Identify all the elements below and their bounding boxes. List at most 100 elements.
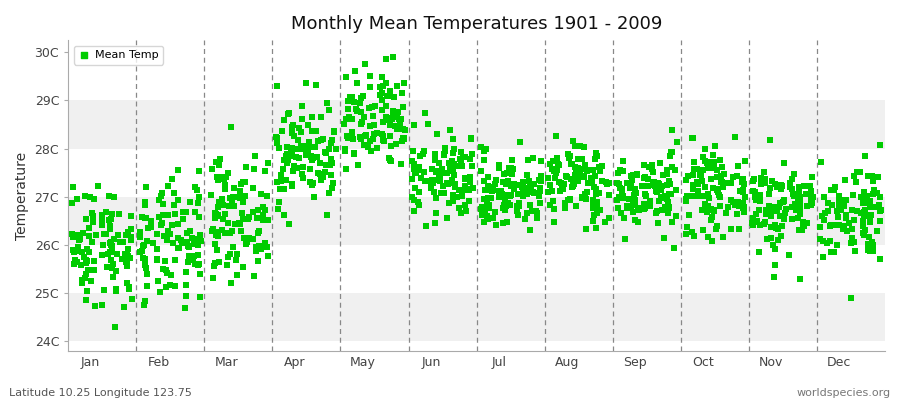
Point [104,223,118,229]
Point [825,202,840,208]
Point [698,203,713,209]
Point [338,165,353,172]
Point [238,240,253,247]
Point [192,213,206,220]
Point [512,202,526,209]
Point [176,216,190,222]
Point [79,297,94,304]
Point [658,203,672,210]
Point [353,134,367,140]
Point [383,122,398,128]
Point [788,207,803,214]
Point [453,155,467,162]
Point [792,188,806,194]
Point [520,191,535,197]
Point [725,174,740,180]
Point [309,128,323,134]
Point [150,246,165,252]
Point [611,170,625,176]
Point [227,203,241,210]
Point [69,248,84,254]
Point [294,103,309,109]
Point [170,196,184,203]
Point [785,204,799,210]
Point [133,229,148,236]
Point [178,269,193,275]
Point [680,173,695,180]
Point [174,237,188,243]
Point [616,168,630,174]
Point [133,234,148,240]
Point [627,196,642,203]
Point [478,186,492,193]
Point [149,230,164,237]
Point [315,174,329,180]
Point [447,172,462,178]
Point [662,153,677,159]
Point [364,138,378,145]
Point [814,224,828,230]
Point [345,116,359,122]
Point [638,191,652,197]
Point [632,207,646,214]
Point [394,116,409,122]
Point [623,185,637,191]
Point [866,247,880,254]
Point [526,189,540,196]
Point [662,209,676,216]
Point [663,190,678,197]
Point [793,276,807,282]
Point [664,149,679,156]
Point [182,244,196,250]
Point [270,134,284,141]
Point [712,192,726,199]
Point [187,240,202,246]
Point [844,235,859,242]
Point [277,212,292,218]
Point [626,202,641,208]
Point [644,166,659,172]
Point [750,217,764,224]
Point [294,116,309,122]
Point [748,189,762,195]
Point [715,164,729,170]
Point [752,192,767,198]
Point [374,106,389,113]
Point [598,219,612,225]
Point [418,110,432,116]
Point [345,129,359,135]
Point [73,236,87,242]
Point [160,236,175,243]
Point [188,184,202,190]
Point [328,145,343,152]
Point [167,211,182,217]
Point [459,208,473,215]
Point [166,239,181,246]
Point [752,198,767,205]
Point [211,212,225,218]
Point [525,208,539,214]
Point [554,180,568,186]
Point [193,232,207,238]
Point [815,254,830,260]
Point [636,162,651,169]
Point [874,207,888,214]
Point [763,213,778,220]
Point [390,114,404,120]
Point [764,235,778,241]
Point [480,146,494,152]
Point [286,146,301,152]
Point [385,111,400,118]
Point [836,196,850,203]
Point [661,167,675,173]
Point [389,141,403,147]
Point [232,219,247,226]
Point [140,265,154,271]
Point [752,249,766,255]
Point [745,220,760,226]
Point [665,219,680,225]
Point [566,177,580,184]
Point [302,138,316,145]
Point [87,267,102,273]
Point [378,56,392,62]
